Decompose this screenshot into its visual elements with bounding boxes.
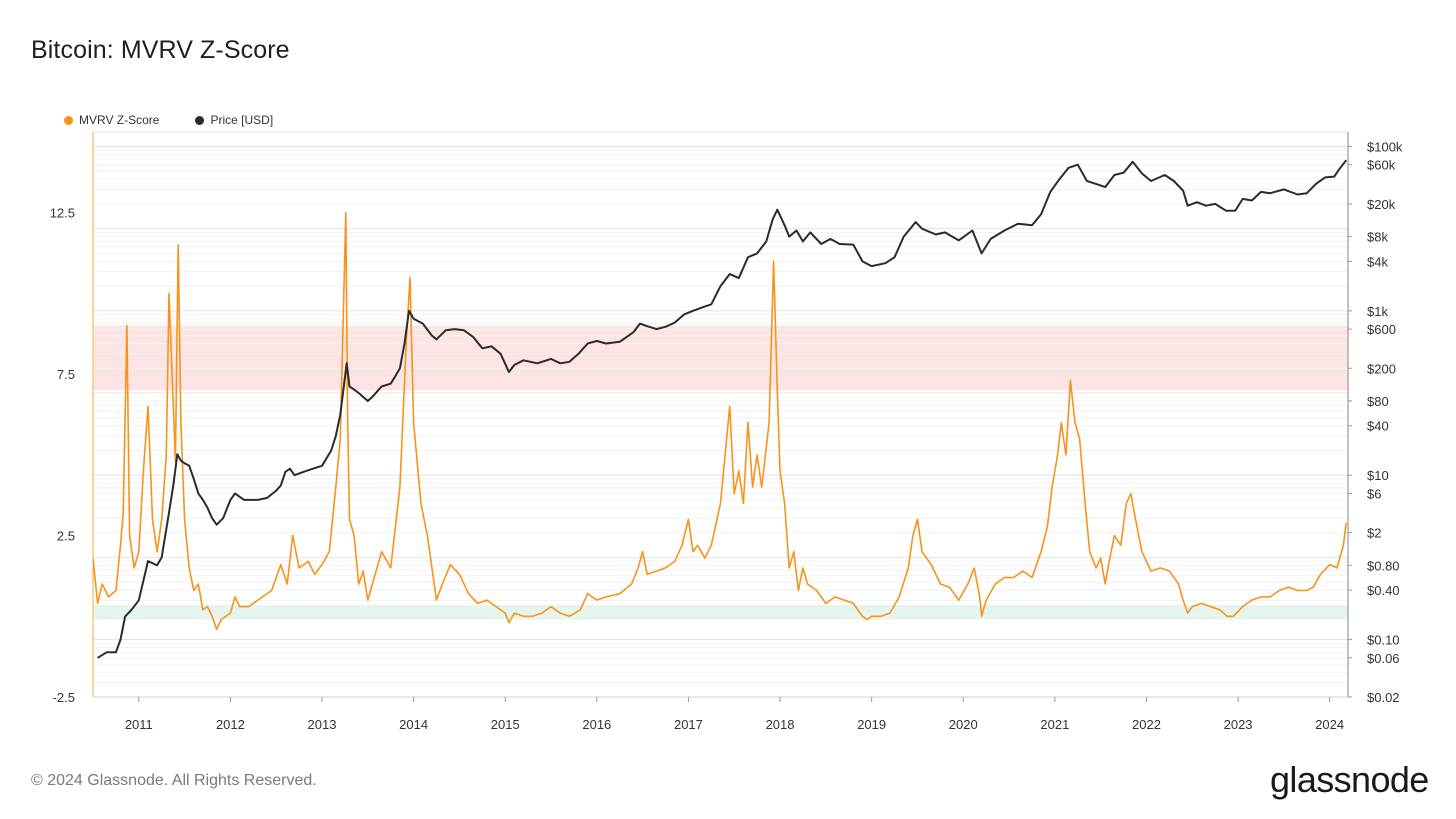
x-tick-label: 2022 [1132, 717, 1161, 732]
glassnode-logo: glassnode [1270, 759, 1429, 800]
y-right-tick-label: $600 [1367, 322, 1396, 337]
y-right-tick-label: $80 [1367, 394, 1389, 409]
legend-label-price: Price [USD] [210, 113, 274, 127]
x-tick-label: 2024 [1315, 717, 1344, 732]
x-tick-label: 2020 [949, 717, 978, 732]
series-line-mvrv-zscore [93, 211, 1347, 630]
y-right-tick-label: $0.40 [1367, 583, 1400, 598]
chart-title: Bitcoin: MVRV Z-Score [31, 36, 290, 64]
y-left-tick-label: 12.5 [50, 206, 75, 221]
plot-frame [92, 131, 1349, 698]
legend: MVRV Z-Score Price [USD] [64, 113, 309, 127]
y-right-tick-label: $10 [1367, 468, 1389, 483]
y-right-tick-label: $1k [1367, 304, 1388, 319]
series-line-price-usd [97, 159, 1347, 659]
x-tick-label: 2017 [674, 717, 703, 732]
y-right-tick-label: $40 [1367, 419, 1389, 434]
x-tick-label: 2013 [308, 717, 337, 732]
x-tick-label: 2023 [1224, 717, 1253, 732]
x-tick-label: 2021 [1040, 717, 1069, 732]
y-right-tick-label: $20k [1367, 197, 1396, 212]
zone-band-undervalued [93, 604, 1348, 620]
legend-swatch-mvrv [64, 115, 73, 125]
y-left-tick-label: 2.5 [57, 529, 75, 544]
y-left-tick-label: -2.5 [53, 690, 75, 705]
y-right-tick-label: $2 [1367, 526, 1381, 541]
y-right-tick-label: $4k [1367, 254, 1388, 269]
legend-swatch-price [195, 115, 205, 125]
legend-item-mvrv[interactable]: MVRV Z-Score [64, 113, 159, 127]
x-tick-label: 2019 [857, 717, 886, 732]
x-tick-label: 2012 [216, 717, 245, 732]
y-right-tick-label: $100k [1367, 139, 1403, 154]
legend-item-price[interactable]: Price [USD] [195, 113, 273, 127]
y-right-tick-label: $0.02 [1367, 690, 1400, 705]
y-right-tick-label: $0.10 [1367, 633, 1400, 648]
y-right-tick-label: $60k [1367, 158, 1396, 173]
y-right-tick-label: $200 [1367, 361, 1396, 376]
copyright-footer: © 2024 Glassnode. All Rights Reserved. [31, 772, 317, 789]
x-tick-label: 2018 [766, 717, 795, 732]
y-right-tick-label: $6 [1367, 486, 1381, 501]
x-tick-label: 2015 [491, 717, 520, 732]
y-right-tick-label: $0.80 [1367, 558, 1400, 573]
x-tick-label: 2011 [125, 717, 153, 732]
x-tick-label: 2014 [399, 717, 428, 732]
zone-band-overvalued [93, 325, 1348, 391]
legend-label-mvrv: MVRV Z-Score [79, 113, 160, 127]
y-left-tick-label: 7.5 [57, 367, 75, 382]
x-tick-label: 2016 [582, 717, 611, 732]
y-right-tick-label: $8k [1367, 230, 1388, 245]
y-right-tick-label: $0.06 [1367, 651, 1400, 666]
